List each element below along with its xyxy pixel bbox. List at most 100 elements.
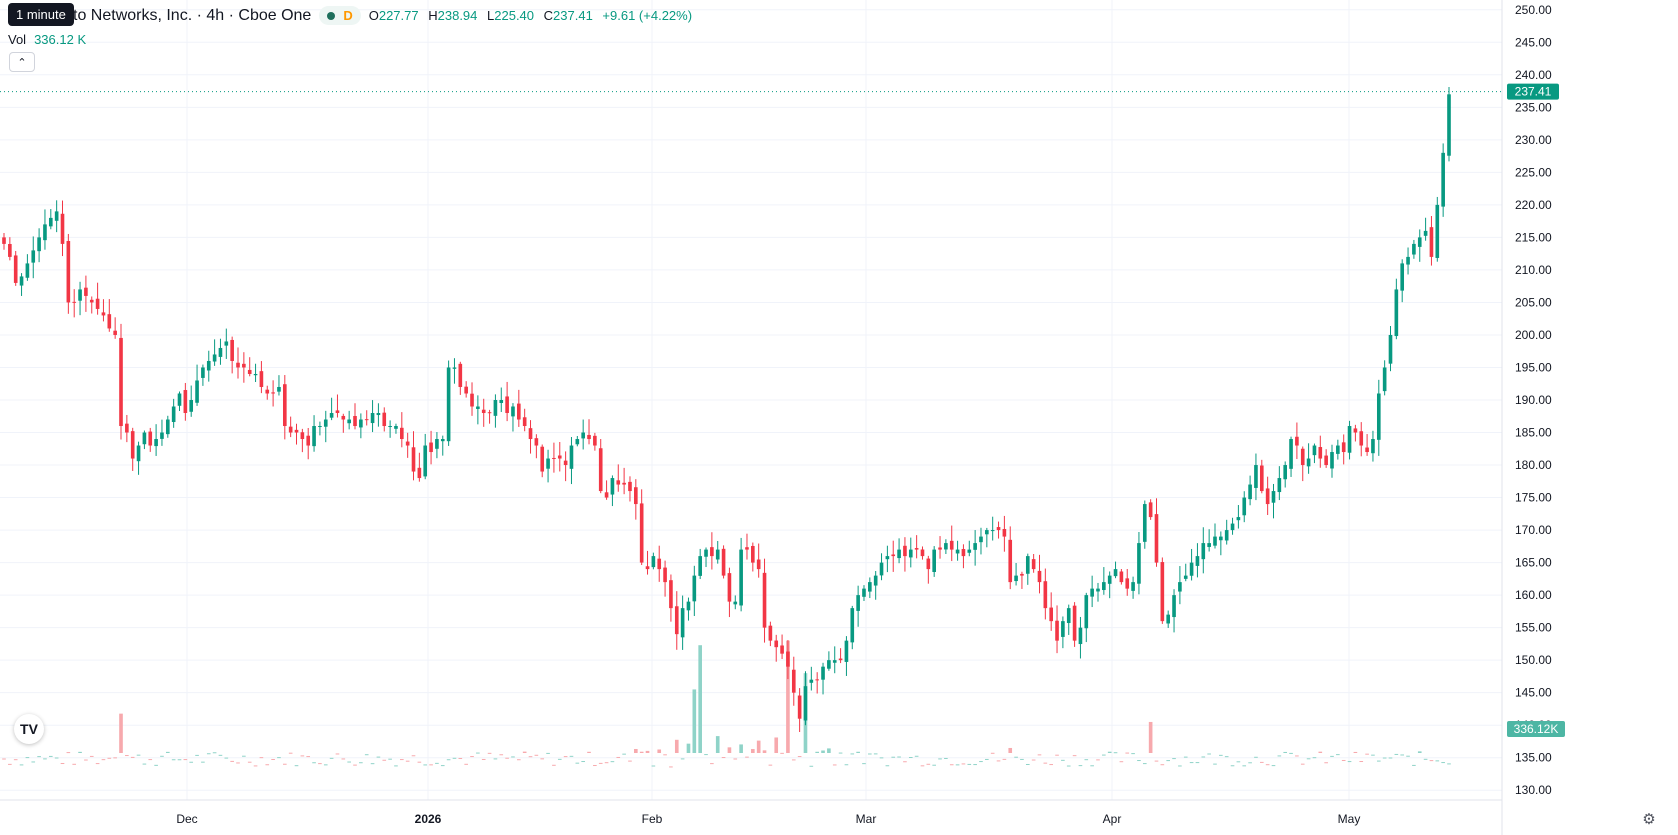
y-tick-label: 180.00 [1515, 458, 1552, 472]
volume-bar [762, 750, 767, 753]
volume-bar [710, 763, 714, 765]
y-tick-label: 190.00 [1515, 393, 1552, 407]
volume-bar [84, 759, 88, 761]
candle-body [230, 339, 234, 361]
volume-bar [756, 740, 761, 753]
candle-body [1382, 367, 1387, 392]
symbol-title[interactable]: to Networks, Inc. · 4h · Cboe One [73, 6, 312, 24]
candle-body [727, 573, 732, 602]
volume-bar [938, 758, 942, 760]
settings-gear-icon[interactable]: ⚙ [1642, 811, 1656, 828]
volume-bar [335, 753, 340, 755]
volume-bar [476, 752, 480, 754]
candle-body [522, 417, 527, 427]
volume-bar [581, 761, 585, 763]
candle-body [973, 543, 977, 550]
volume-bar [1078, 765, 1083, 767]
volume-bar [481, 758, 486, 760]
candle-body [60, 213, 65, 244]
volume-bar [19, 764, 24, 766]
candle-body [1371, 439, 1375, 454]
y-tick-label: 185.00 [1515, 426, 1552, 440]
volume-bar [856, 751, 860, 753]
last-volume-tag [1507, 721, 1565, 737]
volume-bar [154, 764, 158, 766]
volume-bar [394, 765, 398, 767]
volume-bar [382, 759, 387, 761]
volume-bar [1271, 765, 1276, 767]
collapse-legend-button[interactable]: ⌃ [9, 52, 35, 72]
candle-body [1131, 582, 1135, 591]
volume-bar [908, 757, 913, 759]
volume-bar [1137, 760, 1141, 762]
candle-body [1336, 445, 1340, 454]
volume-bar [517, 759, 521, 761]
candle-body [423, 445, 428, 477]
tradingview-logo[interactable]: TV [14, 714, 44, 744]
candle-body [1277, 478, 1282, 493]
candle-body [575, 439, 580, 445]
x-tick-label: Dec [176, 812, 197, 826]
candle-body [803, 686, 808, 721]
y-tick-label: 245.00 [1515, 35, 1552, 49]
volume-bar [1295, 755, 1299, 757]
volume-bar [610, 761, 615, 763]
candle-body [417, 467, 422, 479]
open-label: O [368, 8, 379, 23]
volume-bar [282, 763, 287, 765]
candle-body [891, 554, 896, 557]
candle-body [242, 363, 246, 368]
candle-body [84, 287, 88, 296]
change-value: +9.61 (+4.22%) [602, 8, 693, 23]
candle-body [1201, 543, 1206, 560]
volume-bar [1055, 754, 1059, 756]
market-status-pill[interactable]: D [319, 6, 361, 25]
candle-body [218, 347, 223, 357]
candle-body [259, 371, 264, 387]
candle-body [376, 413, 381, 416]
volume-bar [768, 764, 773, 766]
y-tick-label: 160.00 [1515, 588, 1552, 602]
y-tick-label: 205.00 [1515, 295, 1552, 309]
volume-bar [511, 756, 515, 758]
volume-bar [674, 739, 679, 753]
candle-body [107, 314, 112, 329]
candle-body [464, 386, 468, 394]
candle-body [715, 549, 720, 560]
low-label: L [487, 8, 495, 23]
candle-body [949, 540, 954, 550]
candle-body [1236, 517, 1241, 521]
y-tick-label: 215.00 [1515, 230, 1552, 244]
volume-bar [1283, 751, 1288, 753]
candle-body [686, 601, 691, 611]
volume-bar [458, 757, 463, 759]
candle-body [388, 426, 392, 428]
volume-bar [862, 763, 866, 765]
volume-bar [487, 752, 492, 754]
volume-bar [218, 754, 223, 756]
volume-bar [1178, 765, 1182, 767]
candle-body [733, 601, 738, 605]
volume-bar [165, 751, 170, 753]
candle-body [856, 595, 860, 611]
candle-body [452, 367, 457, 369]
volume-bar [1236, 761, 1241, 763]
volume-bar [8, 763, 12, 765]
market-status-icon [327, 11, 336, 20]
volume-bar [259, 757, 264, 759]
candle-body [1020, 573, 1024, 576]
candle-body [101, 312, 106, 316]
volume-bar [1014, 756, 1018, 758]
volume-bar [107, 757, 112, 759]
volume-bar [364, 754, 369, 756]
volume-bar [1371, 754, 1375, 756]
candle-body [1008, 539, 1013, 583]
candle-body [1312, 445, 1317, 456]
candle-body [1148, 502, 1153, 518]
candle-body [979, 536, 983, 543]
candle-body [838, 658, 843, 661]
candle-body [1119, 571, 1124, 583]
volume-bar [575, 762, 580, 764]
volume-bar [528, 756, 533, 758]
